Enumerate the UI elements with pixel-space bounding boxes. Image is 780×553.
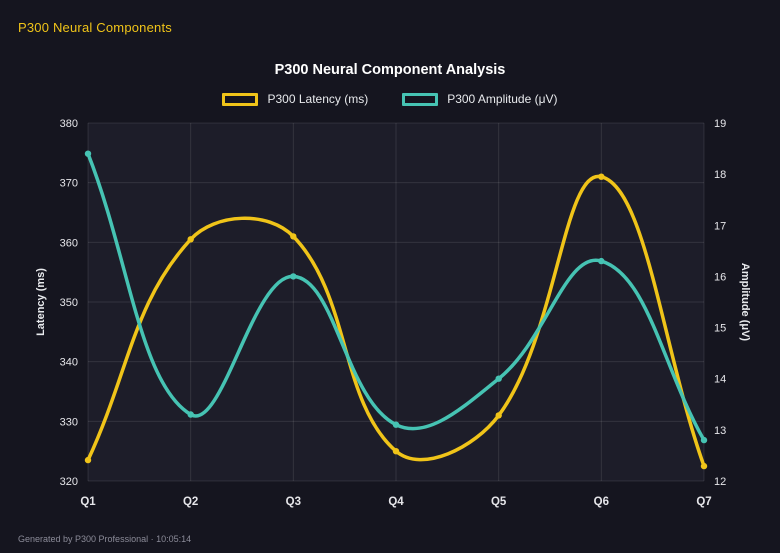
x-axis-tick-label: Q5	[491, 496, 507, 508]
legend-item[interactable]: P300 Latency (ms)	[222, 92, 368, 106]
left-axis-tick-label: 350	[60, 297, 78, 309]
right-axis-tick-label: 17	[714, 220, 726, 232]
data-point	[598, 257, 605, 265]
left-axis-tick-label: 340	[60, 357, 78, 369]
data-point	[187, 236, 194, 243]
data-point	[495, 412, 502, 419]
plot-area	[88, 123, 704, 481]
chart-panel: P300 Neural Component Analysis P300 Late…	[30, 56, 750, 515]
right-axis-tick-label: 16	[714, 271, 726, 283]
chart-legend: P300 Latency (ms) P300 Amplitude (μV)	[30, 91, 750, 107]
data-point	[290, 233, 297, 240]
line-chart: 320 330 340 350 360 370 380 12 13 14 15 16 17 18 19 Q1 Q…	[35, 118, 750, 508]
right-axis-tick-label: 19	[714, 118, 726, 130]
chart-title: P300 Neural Component Analysis	[274, 62, 506, 78]
legend-item[interactable]: P300 Amplitude (μV)	[402, 92, 558, 106]
x-axis-tick-label: Q4	[388, 496, 404, 508]
left-axis-tick-label: 380	[60, 118, 78, 130]
legend-label: P300 Latency (ms)	[267, 92, 369, 106]
data-point	[392, 421, 400, 428]
left-axis-title: Latency (ms)	[35, 268, 47, 336]
x-axis-tick-label: Q7	[696, 496, 711, 508]
x-axis-tick-label: Q6	[594, 496, 609, 508]
data-point	[598, 173, 605, 180]
left-axis-tick-label: 320	[60, 476, 78, 488]
x-axis-tick-label: Q3	[286, 496, 301, 508]
left-axis-tick-label: 370	[60, 178, 78, 190]
left-axis-tick-label: 360	[60, 237, 78, 249]
right-axis-tick-label: 14	[714, 374, 726, 386]
right-axis-tick-label: 15	[714, 323, 726, 335]
legend-swatch	[402, 92, 439, 106]
data-point	[700, 462, 708, 470]
right-axis-tick-label: 18	[714, 169, 726, 181]
legend-swatch	[222, 92, 259, 106]
data-point	[187, 411, 194, 418]
data-point	[700, 436, 708, 444]
data-point	[495, 375, 502, 382]
right-axis-tick-label: 13	[714, 425, 726, 437]
legend-label: P300 Amplitude (μV)	[447, 92, 558, 106]
page-title: P300 Neural Components	[18, 20, 172, 35]
right-axis-title: Amplitude (μV)	[739, 263, 750, 342]
status-bar-text: Generated by P300 Professional · 10:05:1…	[18, 534, 192, 544]
left-axis-tick-label: 330	[60, 416, 78, 428]
data-point	[84, 456, 92, 464]
right-axis-tick-label: 12	[714, 476, 726, 488]
x-axis-tick-label: Q1	[80, 496, 96, 508]
x-axis-tick-label: Q2	[183, 496, 198, 508]
data-point	[290, 273, 297, 280]
data-point	[84, 150, 92, 157]
data-point	[392, 448, 400, 455]
